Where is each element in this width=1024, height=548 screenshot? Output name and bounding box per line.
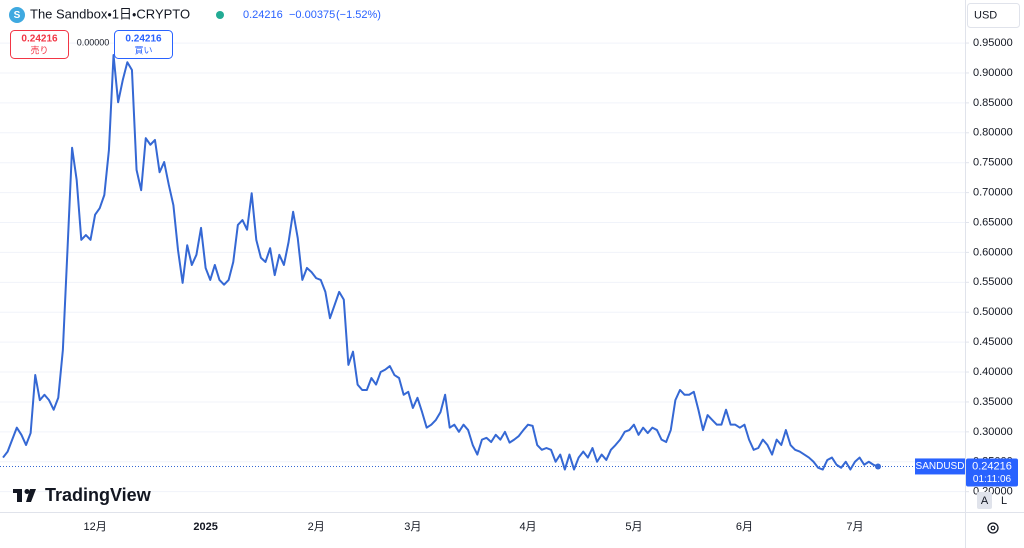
x-tick-label: 12月 xyxy=(83,521,106,533)
header-price: 0.24216 xyxy=(243,9,283,21)
y-tick-label: 0.55000 xyxy=(973,276,1013,288)
symbol-logo-letter: S xyxy=(14,10,21,21)
last-point xyxy=(875,463,881,470)
y-tick-label: 0.95000 xyxy=(973,37,1013,49)
y-tick-label: 0.90000 xyxy=(973,67,1013,79)
x-tick-label: 2025 xyxy=(193,521,217,533)
y-tick-label: 0.70000 xyxy=(973,187,1013,199)
grid-layer xyxy=(0,42,965,493)
y-tick-label: 0.60000 xyxy=(973,246,1013,258)
x-tick-label: 4月 xyxy=(519,521,536,533)
buy-button[interactable] xyxy=(114,30,173,59)
y-tick-label: 0.85000 xyxy=(973,97,1013,109)
y-tick-label: 0.50000 xyxy=(973,306,1013,318)
brand-mark xyxy=(26,489,36,502)
sell-button[interactable] xyxy=(10,30,69,59)
symbol-logo xyxy=(9,7,25,23)
currency-button[interactable] xyxy=(967,3,1020,28)
countdown-label: 01:11:06 xyxy=(973,474,1012,485)
log-scale-label[interactable]: L xyxy=(1001,495,1007,507)
y-tick-label: 0.75000 xyxy=(973,157,1013,169)
header-change: −0.00375 xyxy=(289,9,335,21)
sell-label: 売り xyxy=(30,44,48,55)
brand-mark xyxy=(17,489,22,502)
y-tick-label: 0.40000 xyxy=(973,366,1013,378)
buy-price: 0.24216 xyxy=(125,34,162,45)
last-price-label: 0.24216 xyxy=(972,460,1012,472)
brand-mark xyxy=(24,489,30,494)
header-change-pct: (−1.52%) xyxy=(336,9,381,21)
sell-price: 0.24216 xyxy=(21,34,58,45)
last-price-tag xyxy=(966,458,1018,487)
buy-label: 買い xyxy=(134,45,152,55)
market-status[interactable] xyxy=(216,11,224,19)
axis-layer: 0.200000.250000.300000.350000.400000.450… xyxy=(83,37,1018,533)
x-tick-label: 5月 xyxy=(625,521,642,533)
x-tick-label: 7月 xyxy=(846,521,863,533)
plot-layer xyxy=(0,54,965,471)
auto-scale-label: A xyxy=(981,495,989,507)
price-line xyxy=(2,54,879,471)
y-tick-label: 0.35000 xyxy=(973,396,1013,408)
x-tick-label: 2月 xyxy=(308,521,325,533)
brand-logo[interactable]: TradingView xyxy=(13,485,152,505)
currency-label: USD xyxy=(974,9,997,21)
auto-scale-button[interactable] xyxy=(977,492,992,509)
x-tick-label: 6月 xyxy=(736,521,753,533)
symbol-tag xyxy=(915,458,965,475)
y-tick-label: 0.80000 xyxy=(973,127,1013,139)
y-tick-label: 0.30000 xyxy=(973,426,1013,438)
symbol-tag-label: SANDUSD xyxy=(916,461,965,472)
x-tick-label: 3月 xyxy=(404,521,421,533)
spread: 0.00000 xyxy=(77,37,110,47)
y-tick-label: 0.65000 xyxy=(973,216,1013,228)
settings-icon-center xyxy=(990,525,996,531)
y-tick-label: 0.45000 xyxy=(973,336,1013,348)
brand-text: TradingView xyxy=(45,485,152,505)
chart-title[interactable]: The Sandbox・1日・CRYPTO xyxy=(30,6,190,21)
settings-icon[interactable] xyxy=(987,522,999,534)
